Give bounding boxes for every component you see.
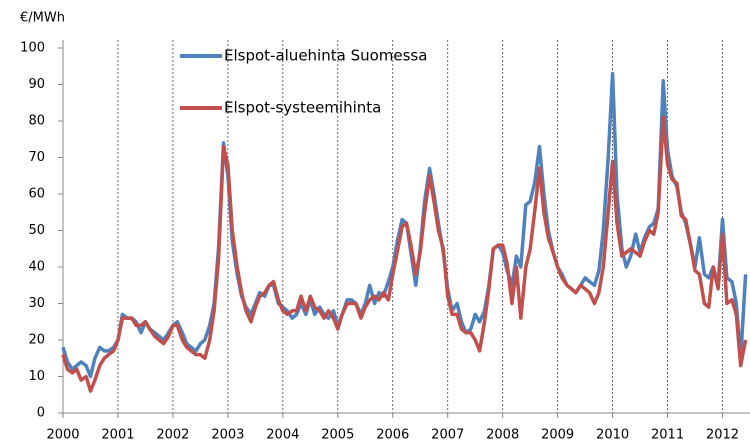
y-tick-label: 0 [37,406,45,421]
y-tick-label: 40 [28,260,45,275]
x-tick-label: 2010 [596,428,629,443]
x-tick-label: 2007 [431,428,464,443]
x-tick-label: 2003 [211,428,244,443]
y-axis-label: €/MWh [20,11,65,26]
y-tick-label: 90 [28,77,45,92]
y-tick-label: 50 [28,223,45,238]
y-tick-label: 30 [28,296,45,311]
y-tick-label: 60 [28,187,45,202]
x-tick-label: 2006 [376,428,409,443]
legend: Elspot-aluehinta Suomessa Elspot-systeemi… [180,47,427,117]
y-tick-label: 100 [20,41,45,56]
x-tick-label: 2004 [266,428,299,443]
y-tick-label: 20 [28,333,45,348]
y-tick-label: 10 [28,369,45,384]
x-tick-label: 2001 [101,428,134,443]
x-tick-label: 2002 [156,428,189,443]
x-tick-label: 2011 [651,428,684,443]
x-tick-label: 2008 [486,428,519,443]
x-tick-label: 2012 [706,428,739,443]
legend-label: Elspot-systeemihinta [224,99,381,117]
x-tick-label: 2005 [321,428,354,443]
y-tick-label: 80 [28,114,45,129]
legend-label: Elspot-aluehinta Suomessa [224,47,427,65]
series-line [61,71,748,379]
x-tick-label: 2000 [46,428,79,443]
x-tick-label: 2009 [541,428,574,443]
y-tick-label: 70 [28,150,45,165]
series-line [61,115,748,393]
